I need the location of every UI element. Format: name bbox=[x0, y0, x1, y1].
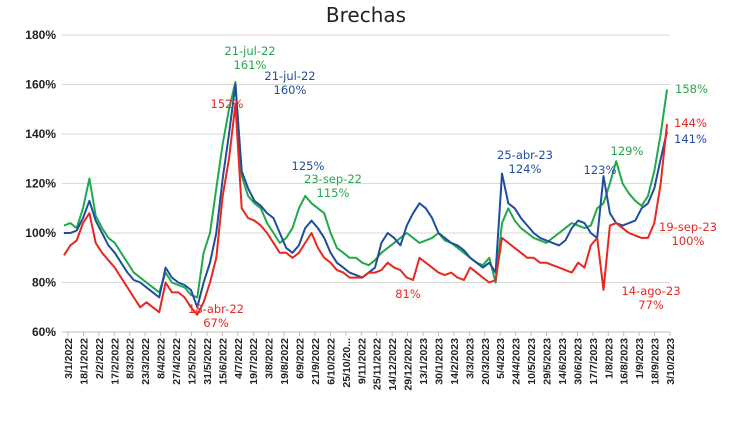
x-tick-label: 23/3/2022 bbox=[140, 338, 152, 385]
x-tick-label: 19/8/2022 bbox=[279, 338, 291, 385]
annotation-blue: 123% bbox=[584, 163, 617, 177]
annotation-red: 152% bbox=[211, 97, 244, 111]
annotation-green: 21-jul-22 161% bbox=[224, 44, 275, 72]
x-tick-label: 10/5/2023 bbox=[526, 338, 538, 385]
annotation-red: 18-abr-22 67% bbox=[188, 302, 244, 330]
y-tick-label: 140% bbox=[25, 127, 56, 141]
x-tick-label: 16/8/2023 bbox=[619, 338, 631, 385]
x-tick-label: 30/1/2023 bbox=[433, 338, 445, 385]
annotation-blue: 25-abr-23 124% bbox=[497, 148, 553, 176]
annotation-green: 129% bbox=[611, 144, 644, 158]
annotation-red: 144% bbox=[674, 116, 707, 130]
x-tick-label: 24/4/2023 bbox=[511, 338, 523, 385]
annotation-green: 23-sep-22 115% bbox=[304, 172, 362, 200]
y-tick-label: 180% bbox=[25, 28, 56, 42]
x-tick-label: 15/6/2022 bbox=[217, 338, 229, 385]
x-tick-label: 14/6/2023 bbox=[557, 338, 569, 385]
x-tick-label: 14/12/2022 bbox=[387, 338, 399, 391]
x-tick-label: 3/8/2022 bbox=[264, 338, 276, 379]
annotations: 21-jul-22 161%21-jul-22 160% 152% 125%23-sep… bbox=[188, 44, 717, 330]
x-tick-label: 31/5/2022 bbox=[202, 338, 214, 385]
annotation-red: 19-sep-23 100% bbox=[659, 220, 717, 248]
x-tick-label: 29/12/2022 bbox=[403, 338, 415, 391]
x-tick-label: 6/10/2022 bbox=[325, 338, 337, 385]
annotation-blue: 141% bbox=[674, 132, 707, 146]
x-tick-label: 20/3/2023 bbox=[480, 338, 492, 385]
x-tick-label: 29/5/2023 bbox=[542, 338, 554, 385]
annotation-blue: 21-jul-22 160% bbox=[264, 69, 315, 97]
y-axis-ticks: 60% 80% 100% 120% 140% 160% 180% bbox=[25, 28, 56, 339]
y-tick-label: 60% bbox=[32, 325, 56, 339]
x-tick-label: 3/10/2023 bbox=[665, 338, 677, 385]
annotation-red: 14-ago-23 77% bbox=[621, 284, 680, 312]
x-tick-label: 30/6/2023 bbox=[572, 338, 584, 385]
series-lines bbox=[63, 81, 668, 316]
y-tick-label: 160% bbox=[25, 78, 56, 92]
x-tick-label: 8/3/2022 bbox=[125, 338, 137, 379]
y-tick-label: 100% bbox=[25, 226, 56, 240]
x-tick-label: 19/7/2022 bbox=[248, 338, 260, 385]
x-tick-label: 3/3/2023 bbox=[464, 338, 476, 379]
x-axis-ticks: 3/1/2022 18/1/2022 2/2/2022 17/2/2022 8/3/20… bbox=[63, 332, 677, 391]
x-tick-label: 8/4/2022 bbox=[156, 338, 168, 379]
x-tick-label: 9/11/2022 bbox=[356, 338, 368, 384]
x-tick-label: 6/9/2022 bbox=[295, 338, 307, 379]
x-tick-label: 4/7/2022 bbox=[233, 338, 245, 379]
x-tick-label: 18/9/2023 bbox=[650, 338, 662, 385]
x-tick-label: 21/9/2022 bbox=[310, 338, 322, 385]
x-tick-label: 14/2/2023 bbox=[449, 338, 461, 385]
x-tick-label: 1/8/2023 bbox=[603, 338, 615, 379]
x-tick-label: 25/10/20... bbox=[341, 338, 353, 388]
x-tick-label: 5/4/2023 bbox=[495, 338, 507, 379]
annotation-red: 81% bbox=[395, 287, 421, 301]
x-tick-label: 25/11/2022 bbox=[372, 338, 384, 390]
series-line-red bbox=[63, 103, 668, 316]
x-tick-label: 12/5/2022 bbox=[186, 338, 198, 385]
annotation-green: 158% bbox=[675, 82, 708, 96]
chart-title: Brechas bbox=[326, 3, 406, 27]
y-tick-label: 80% bbox=[32, 276, 56, 290]
x-tick-label: 1/9/2023 bbox=[634, 338, 646, 379]
x-tick-label: 2/2/2022 bbox=[94, 338, 106, 379]
x-tick-label: 3/1/2022 bbox=[63, 338, 75, 379]
x-tick-label: 17/7/2023 bbox=[588, 338, 600, 385]
x-tick-label: 13/1/2023 bbox=[418, 338, 430, 385]
x-tick-label: 18/1/2022 bbox=[78, 338, 90, 385]
x-tick-label: 17/2/2022 bbox=[109, 338, 121, 385]
x-tick-label: 27/4/2022 bbox=[171, 338, 183, 385]
y-tick-label: 120% bbox=[25, 177, 56, 191]
annotation-blue: 125% bbox=[292, 159, 325, 173]
